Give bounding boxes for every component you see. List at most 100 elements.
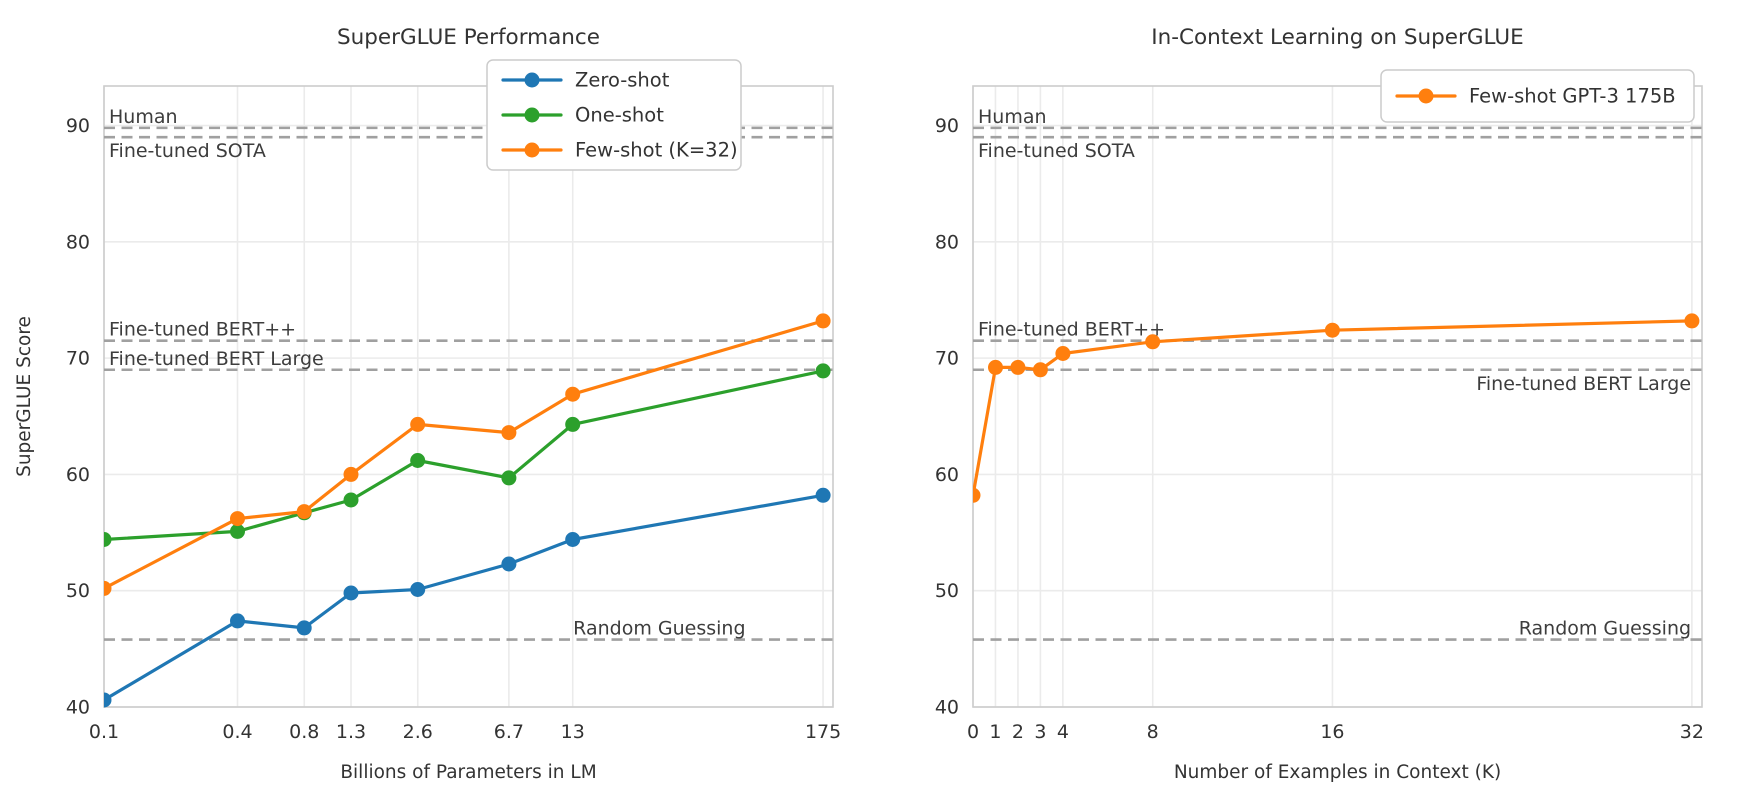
ref-line-label: Fine-tuned BERT Large	[1476, 373, 1691, 395]
data-point	[501, 556, 517, 572]
legend-box	[486, 59, 742, 171]
data-point	[565, 532, 581, 547]
series-zero-shot	[104, 487, 831, 708]
data-point	[815, 313, 831, 329]
x-tick-label: 0.8	[289, 721, 319, 743]
x-tick-label: 2.6	[403, 721, 433, 743]
y-tick-label: 80	[935, 231, 959, 253]
data-point	[230, 511, 245, 527]
data-point	[410, 453, 426, 468]
x-tick-label: 1.3	[336, 721, 366, 743]
data-point	[565, 386, 581, 402]
y-tick-label: 90	[66, 115, 90, 137]
y-tick-label: 70	[66, 348, 90, 370]
y-tick-label: 80	[66, 231, 90, 253]
x-tick-label: 16	[1320, 721, 1344, 743]
x-tick-label: 1	[989, 721, 1001, 743]
data-point	[565, 416, 581, 432]
y-tick-label: 50	[66, 580, 90, 602]
x-tick-label: 13	[561, 721, 585, 743]
data-point	[410, 416, 426, 432]
x-tick-label: 0.4	[222, 721, 252, 743]
ref-line-label: Fine-tuned BERT Large	[109, 348, 324, 370]
x-tick-label: 2	[1012, 721, 1024, 743]
data-point	[104, 692, 112, 708]
data-point	[343, 585, 359, 601]
data-point	[343, 466, 359, 482]
legend-label: Few-shot (K=32)	[575, 139, 738, 162]
data-point	[1055, 346, 1071, 361]
y-tick-label: 40	[66, 697, 90, 719]
superglue-performance-chart: Human Fine-tuned SOTA Fine-tuned BERT++ Fin…	[14, 25, 841, 783]
legend-box	[1380, 69, 1695, 123]
legend-label: Few-shot GPT-3 175B	[1469, 85, 1676, 108]
legend-item: One-shot	[501, 104, 664, 127]
x-tick-label: 0	[967, 721, 979, 743]
y-tick-label: 60	[66, 464, 90, 486]
y-tick-label: 40	[935, 697, 959, 719]
data-point	[1684, 313, 1700, 329]
ref-line-label: Fine-tuned SOTA	[109, 140, 266, 162]
data-point	[104, 580, 112, 596]
y-tick-label: 70	[935, 348, 959, 370]
plot-border	[972, 85, 1703, 708]
series-line	[104, 493, 825, 702]
data-point	[1324, 322, 1340, 338]
x-tick-label: 4	[1057, 721, 1069, 743]
data-point	[343, 492, 359, 508]
data-point	[230, 613, 245, 629]
series-line	[104, 369, 825, 542]
legend: Zero-shot One-shot Few-shot (K=32)	[486, 59, 742, 171]
legend-marker-icon	[524, 72, 540, 88]
ref-line-label: Human	[109, 106, 178, 128]
data-point	[104, 532, 112, 547]
series-line	[104, 319, 825, 590]
ref-line-label: Fine-tuned BERT++	[109, 319, 296, 341]
data-point	[501, 425, 517, 441]
legend-label: One-shot	[575, 104, 664, 127]
x-tick-label: 0.1	[89, 721, 119, 743]
data-point	[815, 487, 831, 503]
legend-item: Few-shot GPT-3 175B	[1395, 85, 1676, 108]
data-point	[988, 359, 1003, 375]
chart-title: In-Context Learning on SuperGLUE	[1151, 25, 1523, 50]
x-axis-label: Number of Examples in Context (K)	[1174, 762, 1501, 783]
data-point	[973, 487, 981, 503]
legend-item: Zero-shot	[501, 69, 670, 92]
x-axis-label: Billions of Parameters in LM	[340, 762, 596, 783]
in-context-learning-chart: Human Fine-tuned SOTA Fine-tuned BERT++ Fin…	[935, 25, 1704, 783]
ref-line-label: Fine-tuned SOTA	[978, 140, 1135, 162]
x-tick-label: 6.7	[494, 721, 524, 743]
legend-item: Few-shot (K=32)	[501, 139, 738, 162]
data-point	[501, 470, 517, 486]
data-point	[410, 582, 426, 597]
series-one-shot	[104, 363, 831, 547]
data-point	[296, 504, 312, 520]
ref-line-label: Human	[978, 106, 1047, 128]
series-few-shot-gpt-3-175b	[973, 313, 1700, 503]
y-axis-label: SuperGLUE Score	[14, 316, 35, 477]
y-tick-label: 50	[935, 580, 959, 602]
legend: Few-shot GPT-3 175B	[1380, 69, 1695, 123]
ref-line-label: Random Guessing	[573, 618, 745, 640]
y-tick-label: 90	[935, 115, 959, 137]
x-tick-label: 8	[1147, 721, 1159, 743]
ref-line-label: Random Guessing	[1519, 618, 1691, 640]
x-tick-label: 3	[1034, 721, 1046, 743]
ref-line-label: Fine-tuned BERT++	[978, 319, 1165, 341]
legend-marker-icon	[524, 142, 540, 158]
x-tick-label: 175	[805, 721, 841, 743]
plot-border	[103, 85, 834, 708]
data-point	[230, 523, 245, 539]
series-few-shot-k-32-	[104, 313, 831, 596]
legend-label: Zero-shot	[575, 69, 670, 92]
x-tick-label: 32	[1680, 721, 1704, 743]
chart-title: SuperGLUE Performance	[337, 25, 600, 50]
data-point	[296, 620, 312, 636]
y-tick-label: 60	[935, 464, 959, 486]
legend-marker-icon	[524, 107, 540, 123]
data-point	[1010, 359, 1026, 375]
data-point	[1032, 362, 1048, 378]
data-point	[815, 363, 831, 379]
